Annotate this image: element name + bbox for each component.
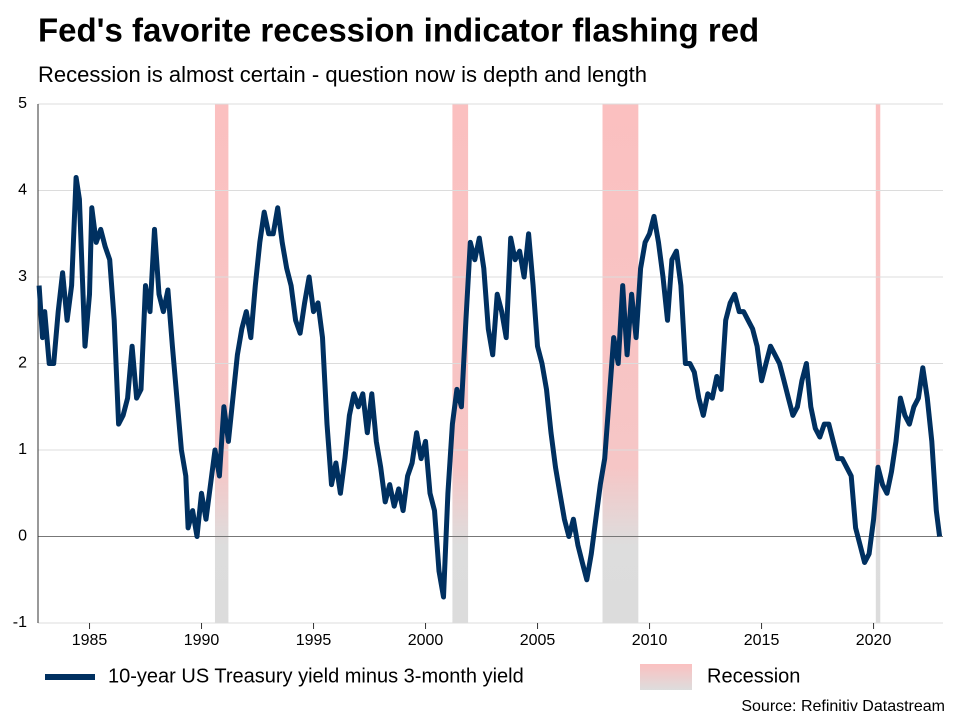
chart-title: Fed's favorite recession indicator flash… — [38, 12, 759, 49]
legend-swatch — [640, 664, 692, 690]
y-tick-label: 0 — [18, 528, 27, 545]
x-tick-label: 1985 — [72, 632, 108, 649]
x-tick-label: 2005 — [520, 632, 556, 649]
y-tick-label: 1 — [18, 441, 27, 458]
x-tick-label: 1995 — [296, 632, 332, 649]
y-tick-label: 2 — [18, 355, 27, 372]
y-tick-label: 5 — [18, 95, 27, 112]
y-tick-label: -1 — [13, 614, 27, 631]
y-tick-label: 4 — [18, 182, 27, 199]
x-tick-label: 2015 — [744, 632, 780, 649]
chart-subtitle: Recession is almost certain - question n… — [38, 62, 647, 87]
source: Source: Refinitiv Datastream — [741, 698, 945, 715]
y-tick-label: 3 — [18, 268, 27, 285]
legend-label: Recession — [707, 665, 800, 687]
x-tick-label: 2020 — [856, 632, 892, 649]
x-tick-label: 1990 — [184, 632, 220, 649]
legend-label: 10-year US Treasury yield minus 3-month … — [108, 665, 524, 687]
data-line — [36, 175, 943, 600]
x-tick-label: 2000 — [408, 632, 444, 649]
x-tick-label: 2010 — [632, 632, 668, 649]
